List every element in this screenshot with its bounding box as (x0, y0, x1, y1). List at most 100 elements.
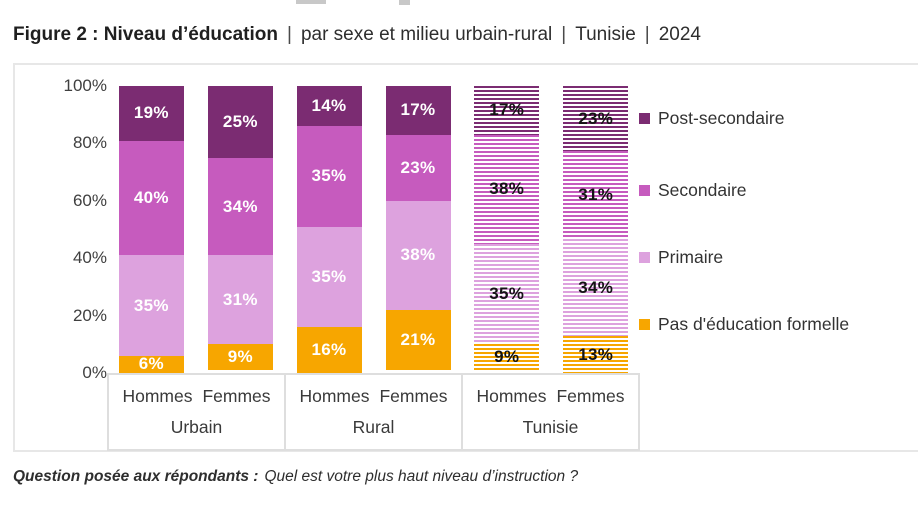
legend-swatch-icon (639, 252, 650, 263)
data-label: 21% (400, 329, 436, 349)
title-separator: | (644, 24, 650, 45)
title-separator: | (561, 24, 567, 45)
segment-secondaire: 40% (118, 140, 184, 256)
y-tick-label: 60% (72, 190, 107, 210)
bar-rural-hommes: 14% 35% 35% 16% (296, 86, 362, 373)
segment-secondaire: 38% (474, 134, 540, 244)
legend-item-post-secondaire: Post-secondaire (639, 108, 784, 129)
x-group-name: Tunisie (522, 417, 579, 438)
figure-title-bold: Figure 2 : Niveau d’éducation (13, 24, 278, 45)
title-part-year: 2024 (658, 24, 701, 45)
figure-title: Figure 2 : Niveau d’éducation | par sexe e… (13, 22, 918, 48)
segment-pas-d-ducation-formelle: 13% (563, 336, 629, 374)
data-label: 9% (227, 347, 253, 367)
footnote-bold: Question posée aux répondants : (13, 468, 259, 485)
data-label: 17% (489, 100, 525, 120)
segment-post-secondaire: 23% (563, 86, 629, 152)
x-label-femmes: Femmes (556, 385, 625, 406)
chart-area: 100% 80% 60% 40% 20% 0% 19% 40% 35% 6% 25% 34% 31% 9… (13, 63, 918, 452)
y-tick-label: 80% (72, 133, 107, 153)
x-label-hommes: Hommes (122, 385, 193, 406)
segment-primaire: 35% (474, 243, 540, 345)
data-label: 14% (311, 96, 347, 116)
plot-area: 19% 40% 35% 6% 25% 34% 31% 9% 14% 35% 35% 16% 17% 23%… (107, 86, 640, 373)
data-label: 23% (578, 108, 614, 128)
data-label: 31% (222, 289, 258, 309)
segment-primaire: 34% (563, 239, 629, 337)
segment-primaire: 35% (296, 226, 362, 328)
bar-urbain-femmes: 25% 34% 31% 9% (207, 86, 273, 373)
legend-label: Primaire (658, 247, 724, 267)
bar-tunisie-femmes: 23% 31% 34% 13% (563, 86, 629, 374)
x-group-name: Rural (352, 417, 395, 438)
x-group-name: Urbain (170, 417, 223, 438)
title-separator: | (287, 24, 292, 45)
data-label: 19% (133, 103, 169, 123)
bar-group-tunisie: 17% 38% 35% 9% 23% 31% 34% 13% (462, 86, 640, 374)
x-group-tunisie: Hommes Femmes Tunisie (461, 375, 638, 449)
data-label: 35% (133, 295, 169, 315)
segment-primaire: 31% (207, 255, 273, 345)
x-sex-labels: Hommes Femmes (286, 386, 461, 407)
segment-pas-d-ducation-formelle: 6% (118, 354, 184, 374)
x-label-hommes: Hommes (299, 385, 370, 406)
segment-post-secondaire: 17% (474, 86, 540, 135)
x-label-femmes: Femmes (202, 385, 271, 406)
segment-secondaire: 31% (563, 151, 629, 240)
data-label: 35% (311, 166, 347, 186)
bar-group-rural: 14% 35% 35% 16% 17% 23% 38% 21% (285, 86, 463, 373)
y-tick-label: 20% (72, 305, 107, 325)
data-label: 34% (222, 196, 258, 216)
bar-group-urbain: 19% 40% 35% 6% 25% 34% 31% 9% (107, 86, 285, 373)
x-label-femmes: Femmes (379, 385, 448, 406)
data-label: 17% (400, 100, 436, 120)
segment-pas-d-ducation-formelle: 16% (296, 327, 362, 373)
segment-primaire: 38% (385, 200, 451, 310)
footnote-text: Quel est votre plus haut niveau d’instru… (264, 468, 579, 485)
x-group-rural: Hommes Femmes Rural (284, 375, 461, 449)
x-label-hommes: Hommes (476, 385, 547, 406)
legend-item-pas-d-ducation-formelle: Pas d'éducation formelle (639, 314, 849, 335)
segment-post-secondaire: 14% (296, 86, 362, 127)
data-label: 38% (400, 245, 436, 265)
x-sex-labels: Hommes Femmes (109, 386, 284, 407)
bar-tunisie-hommes: 17% 38% 35% 9% (474, 86, 540, 373)
y-tick-label: 0% (82, 363, 107, 382)
clipped-text-artifact (399, 0, 410, 5)
data-label: 13% (578, 344, 614, 364)
bar-rural-femmes: 17% 23% 38% 21% (385, 86, 451, 373)
segment-primaire: 35% (118, 255, 184, 356)
segment-pas-d-ducation-formelle: 21% (385, 309, 451, 371)
bar-urbain-hommes: 19% 40% 35% 6% (118, 86, 184, 374)
y-tick-label: 40% (72, 248, 107, 268)
legend-swatch-icon (639, 319, 650, 330)
segment-secondaire: 34% (207, 157, 273, 256)
legend-label: Secondaire (658, 180, 747, 200)
clipped-text-artifact (296, 0, 326, 4)
segment-secondaire: 35% (296, 126, 362, 227)
x-sex-labels: Hommes Femmes (463, 386, 638, 407)
segment-post-secondaire: 19% (118, 86, 184, 141)
x-group-urbain: Hommes Femmes Urbain (109, 375, 284, 449)
data-label: 23% (400, 157, 436, 177)
y-tick-label: 100% (63, 76, 107, 95)
segment-secondaire: 23% (385, 134, 451, 201)
data-label: 40% (133, 187, 169, 207)
legend-label: Post-secondaire (658, 108, 785, 128)
data-label: 6% (138, 354, 164, 374)
legend-swatch-icon (639, 185, 650, 196)
data-label: 35% (311, 266, 347, 286)
title-part-country: Tunisie (575, 24, 636, 45)
segment-pas-d-ducation-formelle: 9% (474, 344, 540, 371)
footnote: Question posée aux répondants : Quel est … (13, 468, 918, 486)
legend-item-secondaire: Secondaire (639, 180, 747, 201)
legend-swatch-icon (639, 113, 650, 124)
data-label: 16% (311, 340, 347, 359)
segment-post-secondaire: 17% (385, 86, 451, 135)
data-label: 38% (489, 179, 525, 199)
title-part-subtitle: par sexe et milieu urbain-rural (300, 24, 553, 45)
data-label: 34% (578, 277, 614, 297)
data-label: 9% (494, 347, 520, 367)
data-label: 25% (222, 111, 258, 131)
data-label: 35% (489, 284, 525, 304)
